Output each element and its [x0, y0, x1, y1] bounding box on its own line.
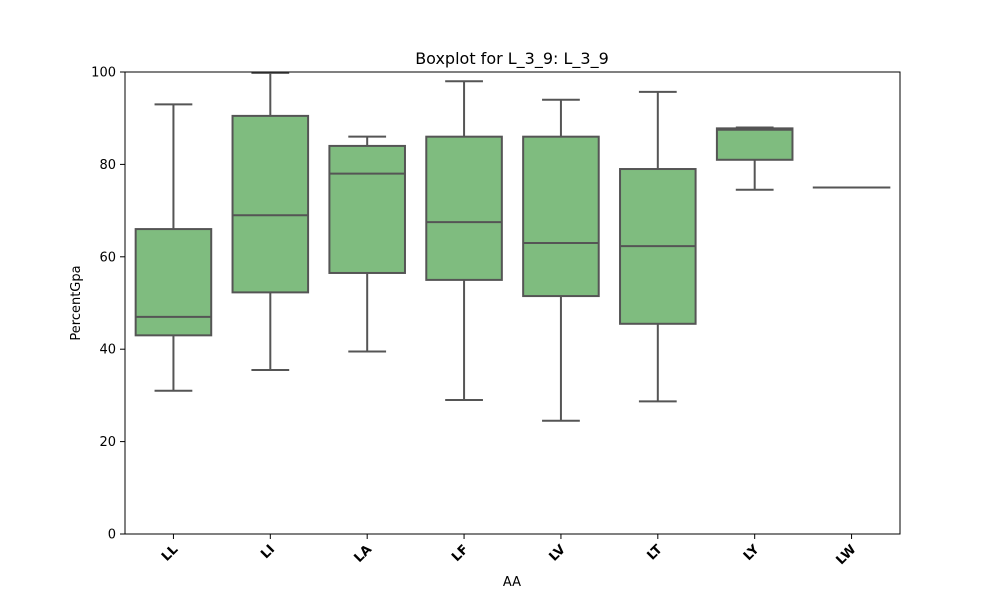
x-tick-label-lv: LV: [546, 542, 568, 564]
y-axis-label: PercentGpa: [69, 265, 84, 340]
box-iqr: [522, 135, 600, 298]
axes-layer: 0 20 40 60 80 100 LL LI LA LF LV LT LY LW: [91, 66, 901, 568]
box-group-li: [231, 71, 310, 371]
box-iqr: [231, 114, 310, 294]
x-tick-label-ly: LY: [741, 542, 763, 564]
x-tick-label-ll: LL: [159, 542, 181, 564]
y-tick-label: 20: [99, 435, 116, 450]
box-group-lf: [425, 80, 503, 402]
y-tick-label: 0: [108, 528, 116, 543]
plot-frame: [124, 71, 901, 535]
box-group-ll: [134, 103, 213, 392]
x-tick-label-lf: LF: [449, 542, 472, 565]
boxes-layer: [134, 71, 891, 422]
chart-title: Boxplot for L_3_9: L_3_9: [415, 49, 609, 69]
y-tick-label: 80: [99, 158, 116, 173]
box-group-lv: [522, 98, 600, 422]
y-tick-label: 40: [99, 343, 116, 358]
x-tick-label-la: LA: [351, 542, 375, 566]
x-tick-label-li: LI: [258, 542, 278, 562]
x-axis-label: AA: [503, 575, 521, 590]
box-iqr: [715, 127, 794, 161]
box-group-la: [328, 135, 406, 353]
x-tick-label-lt: LT: [644, 542, 665, 563]
box-group-lt: [619, 90, 697, 403]
box-iqr: [328, 144, 406, 274]
box-iqr: [134, 228, 213, 337]
y-tick-label: 100: [91, 66, 116, 81]
box-iqr: [425, 135, 503, 281]
x-tick-label-lw: LW: [833, 542, 859, 568]
y-tick-label: 60: [99, 250, 116, 265]
box-group-ly: [715, 126, 794, 191]
